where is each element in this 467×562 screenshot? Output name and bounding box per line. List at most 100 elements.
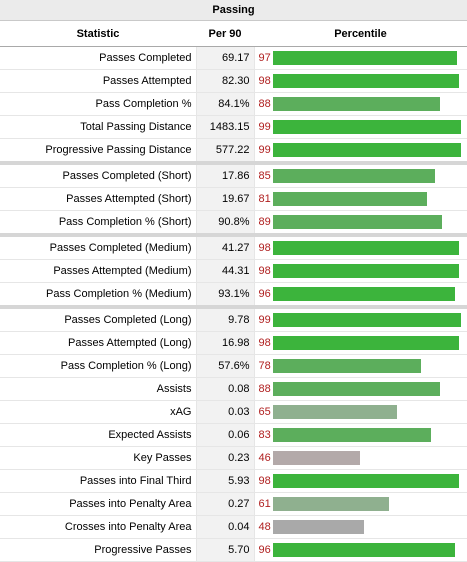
percentile-value: 99 [258, 121, 271, 133]
table-row: Assists 0.08 88 [0, 377, 467, 401]
stat-name: Passes Attempted [0, 69, 196, 93]
stat-name: Pass Completion % (Long) [0, 354, 196, 378]
table-row: Pass Completion % 84.1% 88 [0, 92, 467, 116]
per90-value: 0.04 [195, 515, 255, 539]
table-row: Passes Attempted (Long) 16.98 98 [0, 331, 467, 355]
stat-name: Progressive Passing Distance [0, 138, 196, 164]
percentile-bar [272, 543, 455, 557]
percentile-bar [272, 192, 427, 206]
percentile-value: 88 [258, 383, 271, 395]
stat-name: xAG [0, 400, 196, 424]
table-row: Passes Attempted (Short) 19.67 81 [0, 187, 467, 211]
percentile-value: 98 [258, 265, 271, 277]
percentile-cell: 98 [254, 331, 467, 355]
percentile-value: 96 [258, 544, 271, 556]
percentile-cell: 88 [254, 377, 467, 401]
percentile-cell: 98 [254, 259, 467, 283]
table-row: Passes Attempted 82.30 98 [0, 69, 467, 93]
percentile-bar [272, 74, 459, 88]
per90-value: 0.06 [195, 423, 255, 447]
per90-value: 9.78 [195, 305, 255, 332]
percentile-bar [272, 336, 459, 350]
percentile-value: 46 [258, 452, 271, 464]
per90-value: 1483.15 [195, 115, 255, 139]
percentile-cell: 98 [254, 233, 467, 260]
table-row: xAG 0.03 65 [0, 400, 467, 424]
per90-value: 82.30 [195, 69, 255, 93]
table-row: Key Passes 0.23 46 [0, 446, 467, 470]
per90-value: 57.6% [195, 354, 255, 378]
table-row: Expected Assists 0.06 83 [0, 423, 467, 447]
per90-value: 93.1% [195, 282, 255, 308]
per90-value: 84.1% [195, 92, 255, 116]
percentile-bar [272, 359, 421, 373]
header-per90[interactable]: Per 90 [196, 21, 254, 47]
stat-name: Pass Completion % (Short) [0, 210, 196, 236]
per90-value: 5.70 [195, 538, 255, 562]
per90-value: 577.22 [195, 138, 255, 164]
table-row: Crosses into Penalty Area 0.04 48 [0, 515, 467, 539]
percentile-cell: 96 [254, 282, 467, 308]
per90-value: 0.23 [195, 446, 255, 470]
percentile-bar [272, 474, 459, 488]
table-row: Pass Completion % (Medium) 93.1% 96 [0, 282, 467, 308]
table-row: Passes Completed 69.17 97 [0, 46, 467, 70]
header-row: Statistic Per 90 Percentile [0, 21, 467, 47]
table-row: Passes into Final Third 5.93 98 [0, 469, 467, 493]
stat-name: Passes Attempted (Long) [0, 331, 196, 355]
percentile-value: 48 [258, 521, 271, 533]
percentile-value: 98 [258, 337, 271, 349]
percentile-cell: 99 [254, 138, 467, 164]
stat-name: Passes Completed (Medium) [0, 233, 196, 260]
header-statistic[interactable]: Statistic [0, 21, 196, 47]
percentile-value: 78 [258, 360, 271, 372]
percentile-value: 88 [258, 98, 271, 110]
percentile-cell: 98 [254, 69, 467, 93]
per90-value: 0.08 [195, 377, 255, 401]
table-caption: Passing [0, 0, 467, 21]
percentile-cell: 99 [254, 305, 467, 332]
per90-value: 5.93 [195, 469, 255, 493]
percentile-cell: 89 [254, 210, 467, 236]
percentile-cell: 98 [254, 469, 467, 493]
stat-name: Passes Completed (Short) [0, 161, 196, 188]
percentile-cell: 99 [254, 115, 467, 139]
percentile-value: 81 [258, 193, 271, 205]
percentile-bar [272, 497, 389, 511]
percentile-value: 98 [258, 475, 271, 487]
header-percentile[interactable]: Percentile [254, 21, 467, 47]
percentile-bar [272, 241, 459, 255]
percentile-bar [272, 120, 461, 134]
stat-name: Passes into Final Third [0, 469, 196, 493]
stat-name: Key Passes [0, 446, 196, 470]
per90-value: 90.8% [195, 210, 255, 236]
percentile-cell: 83 [254, 423, 467, 447]
percentile-value: 89 [258, 216, 271, 228]
per90-value: 16.98 [195, 331, 255, 355]
table-row: Passes Completed (Short) 17.86 85 [0, 161, 467, 188]
table-row: Passes Attempted (Medium) 44.31 98 [0, 259, 467, 283]
percentile-bar [272, 313, 461, 327]
percentile-cell: 61 [254, 492, 467, 516]
stat-name: Progressive Passes [0, 538, 196, 562]
per90-value: 0.03 [195, 400, 255, 424]
table-row: Progressive Passing Distance 577.22 99 [0, 138, 467, 164]
percentile-cell: 48 [254, 515, 467, 539]
stat-name: Passes Attempted (Short) [0, 187, 196, 211]
stat-name: Total Passing Distance [0, 115, 196, 139]
stat-name: Pass Completion % (Medium) [0, 282, 196, 308]
table-row: Passes Completed (Medium) 41.27 98 [0, 233, 467, 260]
percentile-cell: 46 [254, 446, 467, 470]
percentile-value: 96 [258, 288, 271, 300]
per90-value: 69.17 [195, 46, 255, 70]
percentile-bar [272, 382, 440, 396]
percentile-cell: 97 [254, 46, 467, 70]
percentile-bar [272, 405, 397, 419]
percentile-bar [272, 520, 364, 534]
stat-name: Expected Assists [0, 423, 196, 447]
percentile-bar [272, 51, 457, 65]
table-row: Total Passing Distance 1483.15 99 [0, 115, 467, 139]
percentile-cell: 85 [254, 161, 467, 188]
table-row: Progressive Passes 5.70 96 [0, 538, 467, 562]
